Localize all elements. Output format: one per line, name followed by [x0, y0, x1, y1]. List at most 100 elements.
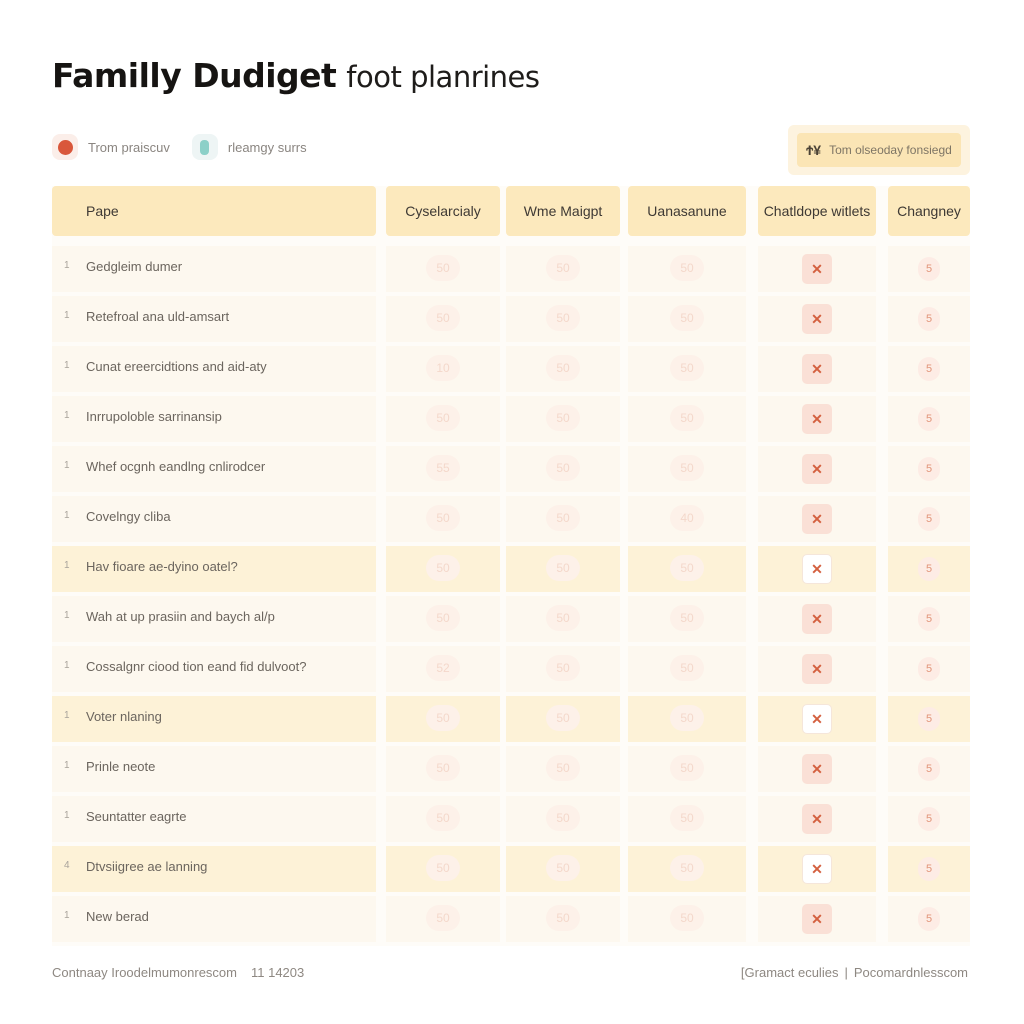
cell-background	[52, 346, 376, 392]
close-icon[interactable]: ✕	[802, 304, 832, 334]
table-row[interactable]: 1 Whef ocgnh eandlng cnlirodcer 55 50 50 ✕ 5	[52, 446, 970, 492]
row-label: Cossalgnr ciood tion eand fid dulvoot?	[86, 659, 307, 674]
value-pill[interactable]: 40	[670, 505, 704, 531]
table-row[interactable]: 1 Prinle neote 50 50 50 ✕ 5	[52, 746, 970, 792]
close-icon[interactable]: ✕	[802, 354, 832, 384]
value-pill[interactable]: 50	[670, 905, 704, 931]
column-header-page[interactable]: Pape	[52, 186, 376, 236]
status-badge: 5	[918, 557, 940, 581]
value-pill[interactable]: 50	[670, 705, 704, 731]
close-icon[interactable]: ✕	[802, 654, 832, 684]
legend-item-teal[interactable]: rleamgy surrs	[191, 134, 307, 160]
value-pill[interactable]: 50	[426, 555, 460, 581]
value-pill[interactable]: 50	[426, 855, 460, 881]
value-pill[interactable]: 50	[426, 305, 460, 331]
table-row[interactable]: 1 New berad 50 50 50 ✕ 5	[52, 896, 970, 942]
row-label: Gedgleim dumer	[86, 259, 183, 274]
value-pill[interactable]: 50	[546, 455, 580, 481]
row-number: 4	[64, 860, 70, 871]
tools-icon: Ϯ¥	[806, 142, 822, 158]
column-header-5[interactable]: Changney	[888, 186, 970, 236]
row-number: 1	[64, 660, 70, 671]
value-pill[interactable]: 10	[426, 355, 460, 381]
close-icon[interactable]: ✕	[802, 704, 832, 734]
title-sub: foot planrines	[346, 60, 540, 94]
value-pill[interactable]: 50	[546, 555, 580, 581]
value-pill[interactable]: 50	[670, 455, 704, 481]
value-pill[interactable]: 50	[670, 405, 704, 431]
value-pill[interactable]: 50	[546, 755, 580, 781]
table-row[interactable]: 1 Gedgleim dumer 50 50 50 ✕ 5	[52, 246, 970, 292]
value-pill[interactable]: 50	[426, 805, 460, 831]
table-row[interactable]: 1 Inrrupoloble sarrinansip 50 50 50 ✕ 5	[52, 396, 970, 442]
column-header-4[interactable]: Chatldope witlets	[758, 186, 876, 236]
close-icon[interactable]: ✕	[802, 754, 832, 784]
value-pill[interactable]: 50	[670, 355, 704, 381]
close-icon[interactable]: ✕	[802, 904, 832, 934]
footer-left: Contnaay Iroodelmumonrescom 11 14203	[52, 965, 304, 980]
close-icon[interactable]: ✕	[802, 254, 832, 284]
close-icon[interactable]: ✕	[802, 804, 832, 834]
table-row[interactable]: 4 Dtvsiigree ae lanning 50 50 50 ✕ 5	[52, 846, 970, 892]
value-pill[interactable]: 50	[546, 805, 580, 831]
value-pill[interactable]: 50	[670, 605, 704, 631]
footer-contact[interactable]: [Gramact eculies	[740, 965, 839, 980]
value-pill[interactable]: 50	[426, 705, 460, 731]
value-pill[interactable]: 50	[546, 655, 580, 681]
value-pill[interactable]: 50	[426, 605, 460, 631]
column-header-3[interactable]: Uanasanune	[628, 186, 746, 236]
value-pill[interactable]: 50	[546, 255, 580, 281]
value-pill[interactable]: 50	[670, 655, 704, 681]
footer-link[interactable]: Pocomardnlesscom	[853, 965, 968, 980]
close-icon[interactable]: ✕	[802, 504, 832, 534]
value-pill[interactable]: 55	[426, 455, 460, 481]
value-pill[interactable]: 50	[670, 555, 704, 581]
value-pill[interactable]: 50	[546, 355, 580, 381]
value-pill[interactable]: 50	[426, 755, 460, 781]
value-pill[interactable]: 50	[670, 305, 704, 331]
close-icon[interactable]: ✕	[802, 554, 832, 584]
table-row[interactable]: 1 Covelngy cliba 50 50 40 ✕ 5	[52, 496, 970, 542]
status-badge: 5	[918, 357, 940, 381]
filter-chip-button[interactable]: Ϯ¥ Tom olseoday fonsiegd	[797, 133, 961, 167]
table-row[interactable]: 1 Voter nlaning 50 50 50 ✕ 5	[52, 696, 970, 742]
legend-item-red[interactable]: Trom praiscuv	[52, 134, 170, 160]
close-icon[interactable]: ✕	[802, 454, 832, 484]
row-label: Hav fioare ae-dyino oatel?	[86, 559, 238, 574]
close-icon[interactable]: ✕	[802, 604, 832, 634]
page-title: Familly Dudiget foot planrines	[52, 56, 540, 95]
value-pill[interactable]: 50	[546, 305, 580, 331]
value-pill[interactable]: 50	[670, 805, 704, 831]
value-pill[interactable]: 50	[546, 505, 580, 531]
table-row[interactable]: 1 Hav fioare ae-dyino oatel? 50 50 50 ✕ 5	[52, 546, 970, 592]
column-header-1[interactable]: Cyselarcialy	[386, 186, 500, 236]
table-row[interactable]: 1 Seuntatter eagrte 50 50 50 ✕ 5	[52, 796, 970, 842]
row-label: Seuntatter eagrte	[86, 809, 187, 824]
table-row[interactable]: 1 Cunat ereercidtions and aid-aty 10 50 50 ✕ 5	[52, 346, 970, 392]
table-row[interactable]: 1 Wah at up prasiin and baych al/p 50 50 50 ✕…	[52, 596, 970, 642]
status-badge: 5	[918, 657, 940, 681]
value-pill[interactable]: 50	[546, 705, 580, 731]
column-header-2[interactable]: Wme Maigpt	[506, 186, 620, 236]
status-badge: 5	[918, 407, 940, 431]
value-pill[interactable]: 50	[426, 255, 460, 281]
table-row[interactable]: 1 Retefroal ana uld-amsart 50 50 50 ✕ 5	[52, 296, 970, 342]
value-pill[interactable]: 50	[546, 905, 580, 931]
value-pill[interactable]: 50	[426, 505, 460, 531]
budget-table: Pape Cyselarcialy Wme Maigpt Uanasanune …	[52, 186, 970, 946]
value-pill[interactable]: 50	[426, 405, 460, 431]
value-pill[interactable]: 50	[546, 405, 580, 431]
row-label: Covelngy cliba	[86, 509, 171, 524]
close-icon[interactable]: ✕	[802, 854, 832, 884]
status-badge: 5	[918, 507, 940, 531]
close-icon[interactable]: ✕	[802, 404, 832, 434]
table-row[interactable]: 1 Cossalgnr ciood tion eand fid dulvoot? 5…	[52, 646, 970, 692]
value-pill[interactable]: 50	[670, 755, 704, 781]
value-pill[interactable]: 50	[546, 605, 580, 631]
value-pill[interactable]: 50	[546, 855, 580, 881]
value-pill[interactable]: 50	[426, 905, 460, 931]
value-pill[interactable]: 52	[426, 655, 460, 681]
value-pill[interactable]: 50	[670, 255, 704, 281]
value-pill[interactable]: 50	[670, 855, 704, 881]
